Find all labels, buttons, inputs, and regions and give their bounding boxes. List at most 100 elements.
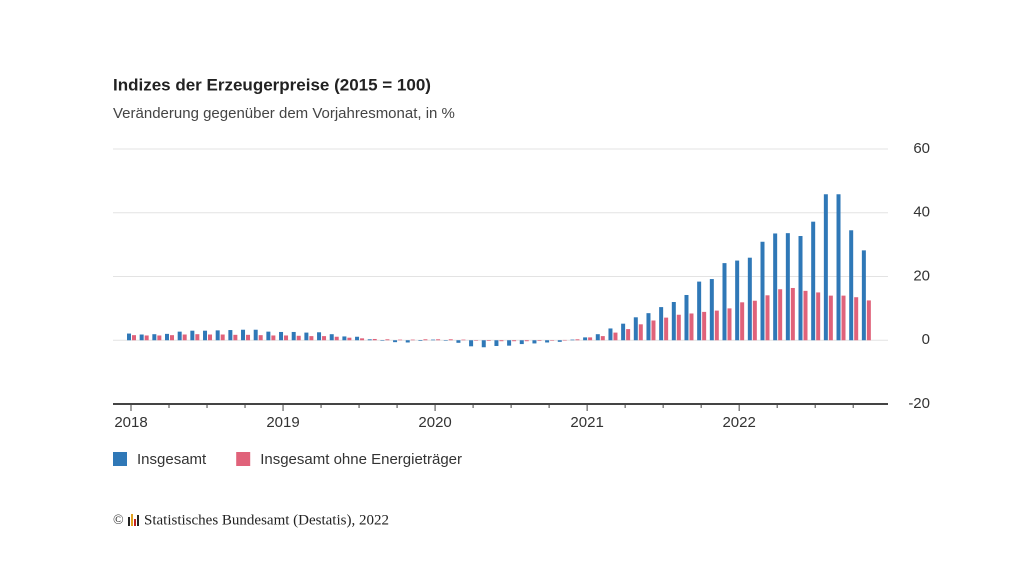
bar — [773, 233, 778, 341]
bar — [190, 330, 195, 341]
copyright: © — [113, 513, 124, 528]
bar — [760, 241, 765, 341]
y-tick-label: -20 — [908, 395, 930, 412]
bar — [474, 340, 479, 341]
bar — [841, 295, 846, 341]
bar — [347, 337, 352, 341]
bar — [735, 260, 740, 341]
bar — [626, 329, 631, 341]
bar — [583, 337, 588, 341]
bar — [550, 340, 555, 341]
legend-swatch — [236, 452, 251, 466]
bar — [608, 328, 613, 341]
x-tick-label: 2022 — [722, 414, 755, 431]
bar — [866, 300, 871, 341]
bar — [461, 339, 466, 341]
bar — [570, 339, 575, 341]
bar — [790, 287, 795, 341]
bar — [208, 334, 213, 341]
bar — [380, 340, 385, 341]
y-tick-label: 40 — [913, 204, 930, 221]
bar — [702, 311, 707, 341]
bar — [182, 334, 187, 341]
bar — [291, 331, 296, 341]
bar — [296, 335, 301, 341]
bar — [765, 295, 770, 341]
bar — [443, 340, 448, 341]
bar — [709, 279, 714, 341]
y-tick-label: 0 — [922, 331, 930, 348]
bar — [157, 335, 162, 341]
bar — [659, 307, 664, 341]
bar — [436, 339, 441, 341]
bar — [139, 334, 144, 341]
bar — [246, 334, 251, 341]
x-tick-label: 2021 — [570, 414, 603, 431]
bar — [524, 340, 529, 342]
bar — [228, 330, 233, 341]
bar — [322, 336, 327, 341]
bar — [385, 339, 390, 341]
bar — [664, 317, 669, 341]
bar — [499, 340, 504, 342]
bar — [284, 335, 289, 341]
bar — [423, 339, 428, 341]
bar — [861, 250, 866, 341]
bar — [329, 334, 334, 341]
bar — [823, 194, 828, 341]
bar — [638, 324, 643, 341]
bar — [334, 336, 339, 341]
x-tick-label: 2019 — [266, 414, 299, 431]
bar — [170, 335, 175, 341]
bar — [676, 314, 681, 341]
bar — [803, 290, 808, 341]
bar — [646, 313, 651, 341]
bar — [393, 340, 398, 343]
legend-label: Insgesamt ohne Energieträger — [260, 451, 462, 468]
bar — [684, 294, 689, 341]
bar — [671, 302, 676, 341]
bar — [405, 340, 410, 343]
bar — [575, 339, 580, 341]
y-tick-label: 20 — [913, 267, 930, 284]
bar — [342, 336, 347, 341]
bar — [279, 331, 284, 341]
bar — [816, 292, 821, 341]
bar — [613, 332, 618, 341]
bar — [309, 336, 314, 341]
bar — [651, 320, 656, 341]
bar — [722, 263, 727, 341]
bar — [785, 233, 790, 341]
bar — [195, 334, 200, 341]
logo — [128, 514, 139, 526]
bar — [486, 340, 491, 341]
bar — [507, 340, 512, 346]
chart-title: Indizes der Erzeugerpreise (2015 = 100) — [113, 75, 431, 94]
bar — [410, 339, 415, 341]
legend-swatch — [113, 452, 127, 466]
bar — [271, 335, 276, 341]
bar — [304, 332, 309, 341]
legend-label: Insgesamt — [137, 451, 207, 468]
bar — [595, 334, 600, 341]
bar — [431, 339, 436, 341]
source: Statistisches Bundesamt (Destatis), 2022 — [144, 512, 389, 528]
bar — [689, 313, 694, 341]
bar — [798, 236, 803, 341]
bar — [752, 300, 757, 341]
bar — [355, 336, 360, 341]
bar — [266, 331, 271, 341]
bar — [367, 339, 372, 341]
bar — [519, 340, 524, 345]
bar — [220, 334, 225, 341]
bar — [215, 330, 220, 341]
bar — [778, 289, 783, 341]
bar — [165, 333, 170, 341]
bar — [621, 323, 626, 341]
bar — [469, 340, 474, 347]
bar — [127, 333, 131, 341]
bar — [398, 339, 403, 341]
bar — [258, 335, 263, 341]
bar — [203, 330, 208, 341]
